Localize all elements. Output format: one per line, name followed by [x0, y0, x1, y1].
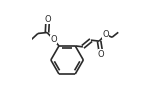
Text: O: O	[98, 50, 104, 58]
Text: O: O	[44, 15, 51, 24]
Text: O: O	[102, 30, 109, 39]
Text: O: O	[50, 35, 57, 44]
